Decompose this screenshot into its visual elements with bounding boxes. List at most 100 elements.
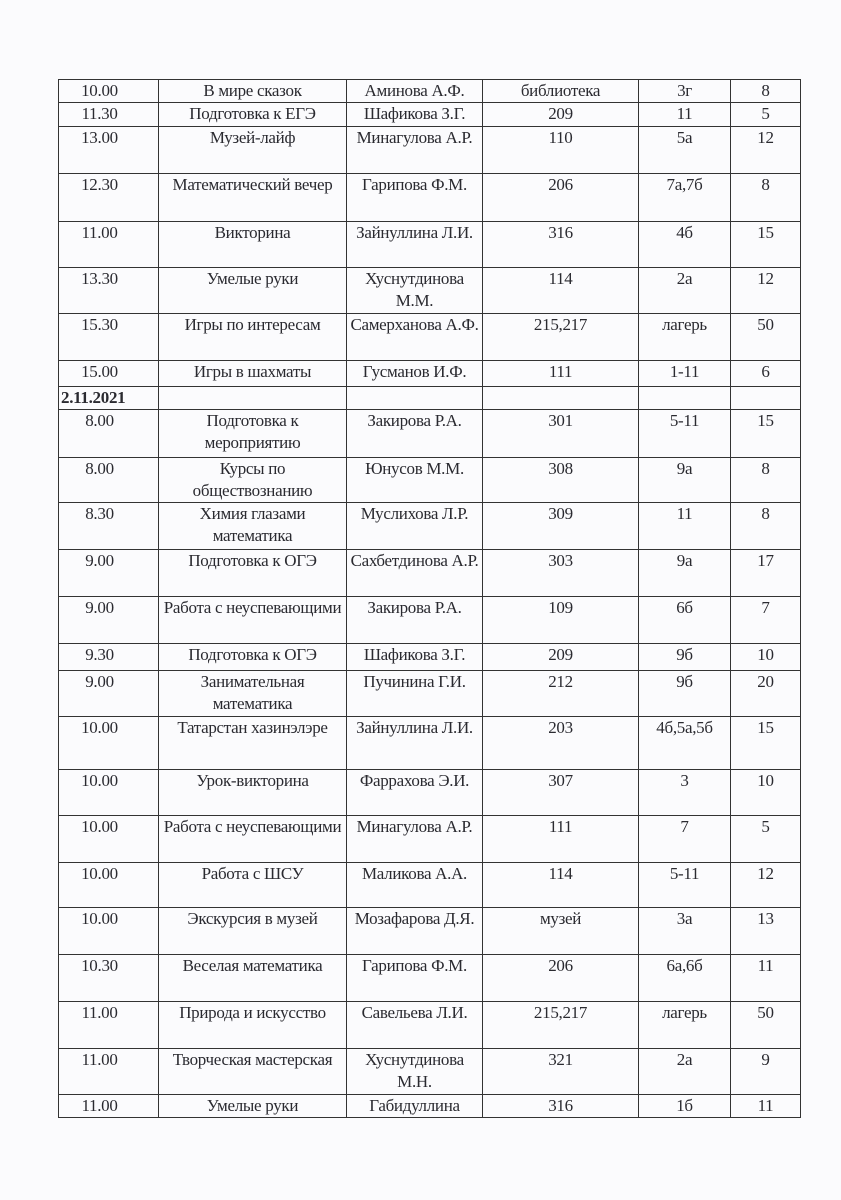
table-row: 8.00 Подготовка к мероприятию Закирова Р.А… [58, 409, 801, 458]
teacher-cell: Шафикова З.Г. [346, 643, 483, 671]
class-cell: 9б [638, 670, 731, 717]
table-row: 13.30 Умелые руки Хуснутдинова М.М. 114 2а 12 [58, 267, 801, 314]
room-cell: 215,217 [482, 1001, 639, 1049]
teacher-cell: Закирова Р.А. [346, 409, 483, 458]
class-cell: 4б,5а,5б [638, 716, 731, 770]
count-cell: 11 [730, 954, 801, 1002]
event-cell: Работа с неуспевающими [158, 596, 347, 644]
table-row: 15.30 Игры по интересам Самерханова А.Ф. 21… [58, 313, 801, 361]
count-cell: 50 [730, 313, 801, 361]
event-cell: Работа с ШСУ [158, 862, 347, 908]
count-cell: 12 [730, 862, 801, 908]
time-cell: 11.00 [58, 1048, 159, 1095]
event-cell: Подготовка к мероприятию [158, 409, 347, 458]
event-cell: Творческая мастерская [158, 1048, 347, 1095]
event-cell: В мире сказок [158, 79, 347, 103]
teacher-cell: Юнусов М.М. [346, 457, 483, 503]
count-cell: 17 [730, 549, 801, 597]
room-cell: 203 [482, 716, 639, 770]
table-row: 10.30 Веселая математика Гарипова Ф.М. 206 6… [58, 954, 801, 1002]
class-cell: 9а [638, 549, 731, 597]
teacher-cell: Гусманов И.Ф. [346, 360, 483, 387]
count-cell: 15 [730, 221, 801, 268]
time-cell: 12.30 [58, 173, 159, 222]
empty-cell [158, 386, 347, 410]
class-cell: 11 [638, 102, 731, 127]
table-row: 8.00 Курсы по обществознанию Юнусов М.М. 30… [58, 457, 801, 503]
class-cell: 3 [638, 769, 731, 816]
class-cell: 7 [638, 815, 731, 863]
event-cell: Игры в шахматы [158, 360, 347, 387]
table-row: 9.00 Работа с неуспевающими Закирова Р.А. 1… [58, 596, 801, 644]
class-cell: 1-11 [638, 360, 731, 387]
count-cell: 11 [730, 1094, 801, 1118]
table-row: 10.00 Урок-викторина Фаррахова Э.И. 307 3 10 [58, 769, 801, 816]
teacher-cell: Аминова А.Ф. [346, 79, 483, 103]
schedule-body: 10.00 В мире сказок Аминова А.Ф. библиотека… [58, 79, 801, 1118]
count-cell: 9 [730, 1048, 801, 1095]
teacher-cell: Хуснутдинова М.М. [346, 267, 483, 314]
time-cell: 10.00 [58, 769, 159, 816]
class-cell: 7а,7б [638, 173, 731, 222]
room-cell: 209 [482, 102, 639, 127]
class-cell: 9а [638, 457, 731, 503]
teacher-cell: Гарипова Ф.М. [346, 173, 483, 222]
class-cell: 2а [638, 267, 731, 314]
event-cell: Веселая математика [158, 954, 347, 1002]
teacher-cell: Савельева Л.И. [346, 1001, 483, 1049]
table-row: 9.00 Занимательная математика Пучинина Г.И… [58, 670, 801, 717]
empty-cell [346, 386, 483, 410]
event-cell: Математический вечер [158, 173, 347, 222]
room-cell: 209 [482, 643, 639, 671]
room-cell: 303 [482, 549, 639, 597]
time-cell: 8.00 [58, 457, 159, 503]
class-cell: 3г [638, 79, 731, 103]
time-cell: 10.30 [58, 954, 159, 1002]
count-cell: 10 [730, 769, 801, 816]
table-row: 10.00 Татарстан хазинэлэре Зайнуллина Л.И.… [58, 716, 801, 770]
event-cell: Умелые руки [158, 1094, 347, 1118]
room-cell: 114 [482, 862, 639, 908]
count-cell: 12 [730, 126, 801, 174]
event-cell: Природа и искусство [158, 1001, 347, 1049]
count-cell: 7 [730, 596, 801, 644]
event-cell: Экскурсия в музей [158, 907, 347, 955]
time-cell: 11.00 [58, 1001, 159, 1049]
time-cell: 9.30 [58, 643, 159, 671]
class-cell: 5-11 [638, 409, 731, 458]
room-cell: музей [482, 907, 639, 955]
table-row: 11.00 Творческая мастерская Хуснутдинова М… [58, 1048, 801, 1095]
empty-cell [638, 386, 731, 410]
event-cell: Курсы по обществознанию [158, 457, 347, 503]
teacher-cell: Мозафарова Д.Я. [346, 907, 483, 955]
class-cell: 1б [638, 1094, 731, 1118]
teacher-cell: Шафикова З.Г. [346, 102, 483, 127]
room-cell: 206 [482, 173, 639, 222]
table-row: 10.00 Работа с неуспевающими Минагулова А.… [58, 815, 801, 863]
count-cell: 8 [730, 79, 801, 103]
table-row: 8.30 Химия глазами математика Муслихова Л.… [58, 502, 801, 550]
count-cell: 8 [730, 173, 801, 222]
table-row: 11.00 Викторина Зайнуллина Л.И. 316 4б 15 [58, 221, 801, 268]
room-cell: 111 [482, 815, 639, 863]
time-cell: 13.30 [58, 267, 159, 314]
table-row: 11.30 Подготовка к ЕГЭ Шафикова З.Г. 209 11 5 [58, 102, 801, 127]
time-cell: 15.00 [58, 360, 159, 387]
count-cell: 15 [730, 409, 801, 458]
count-cell: 20 [730, 670, 801, 717]
teacher-cell: Пучинина Г.И. [346, 670, 483, 717]
time-cell: 10.00 [58, 862, 159, 908]
time-cell: 10.00 [58, 907, 159, 955]
table-row: 10.00 В мире сказок Аминова А.Ф. библиотека… [58, 79, 801, 103]
table-row: 12.30 Математический вечер Гарипова Ф.М. 20… [58, 173, 801, 222]
time-cell: 10.00 [58, 815, 159, 863]
class-cell: 5а [638, 126, 731, 174]
count-cell: 12 [730, 267, 801, 314]
room-cell: 307 [482, 769, 639, 816]
time-cell: 13.00 [58, 126, 159, 174]
teacher-cell: Фаррахова Э.И. [346, 769, 483, 816]
schedule-table: 10.00 В мире сказок Аминова А.Ф. библиотека… [58, 79, 801, 1118]
table-row: 10.00 Работа с ШСУ Маликова А.А. 114 5-11 12 [58, 862, 801, 908]
class-cell: 11 [638, 502, 731, 550]
room-cell: 206 [482, 954, 639, 1002]
